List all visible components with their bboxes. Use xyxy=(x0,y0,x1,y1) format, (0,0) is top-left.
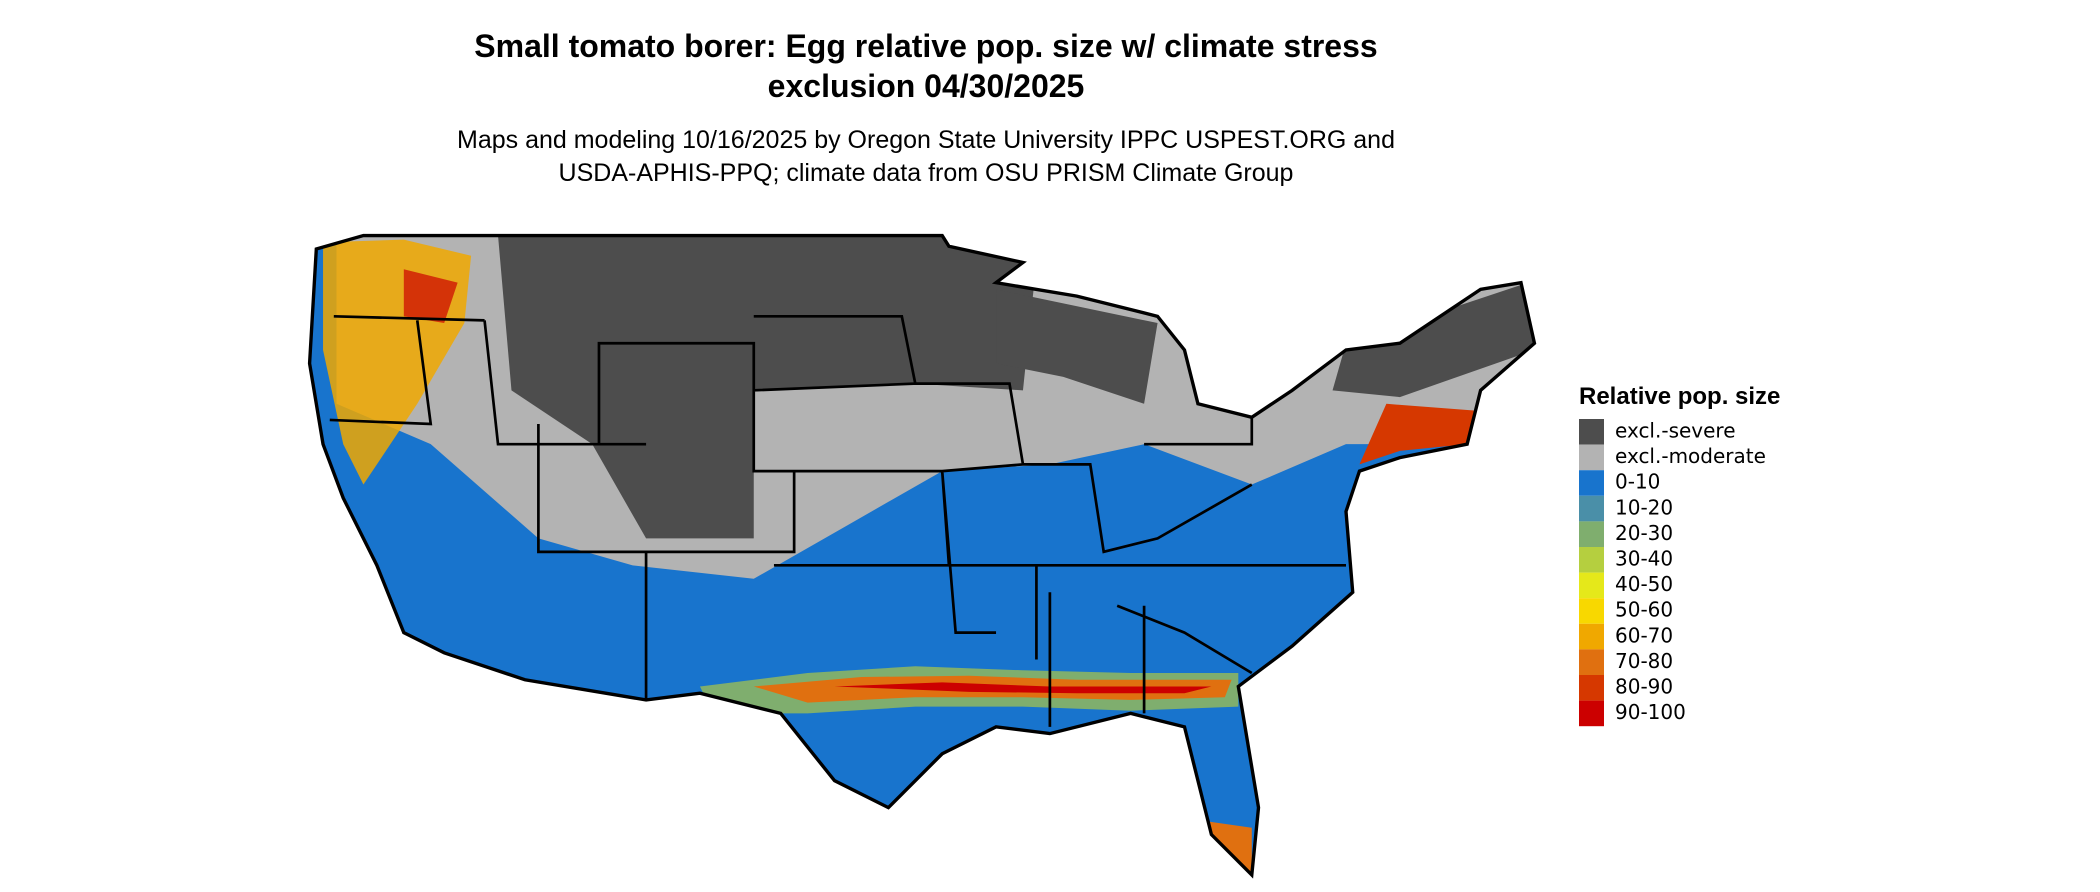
legend-swatch xyxy=(1579,444,1604,471)
us-map xyxy=(307,233,1537,877)
legend-label: 0-10 xyxy=(1615,470,1660,494)
legend-label: 80-90 xyxy=(1615,675,1673,699)
legend-swatch xyxy=(1579,470,1604,496)
title-line: Small tomato borer: Egg relative pop. si… xyxy=(474,28,1377,64)
legend-label: 90-100 xyxy=(1615,700,1686,724)
title-line: exclusion 04/30/2025 xyxy=(768,68,1085,104)
subtitle-line: USDA-APHIS-PPQ; climate data from OSU PR… xyxy=(559,159,1294,187)
legend-swatch xyxy=(1579,649,1604,675)
legend-label: 30-40 xyxy=(1615,547,1673,571)
legend-swatch xyxy=(1579,675,1604,701)
legend-label: 20-30 xyxy=(1615,521,1673,545)
legend-swatch xyxy=(1579,598,1604,624)
legend-label: 70-80 xyxy=(1615,649,1673,673)
legend-swatch xyxy=(1579,700,1604,727)
subtitle-line: Maps and modeling 10/16/2025 by Oregon S… xyxy=(457,126,1395,154)
legend-swatch xyxy=(1579,419,1604,445)
legend-label: 60-70 xyxy=(1615,623,1673,647)
legend-swatch xyxy=(1579,623,1604,650)
legend-label: 10-20 xyxy=(1615,495,1673,519)
legend-swatch xyxy=(1579,495,1604,522)
legend-swatch xyxy=(1579,521,1604,547)
legend-label: 50-60 xyxy=(1615,598,1673,622)
legend-label: excl.-severe xyxy=(1615,419,1736,443)
legend: excl.-severeexcl.-moderate0-1010-2020-30… xyxy=(1579,419,1766,727)
legend-title: Relative pop. size xyxy=(1579,383,1780,410)
legend-swatch xyxy=(1579,547,1604,573)
legend-swatch xyxy=(1579,572,1604,599)
legend-label: excl.-moderate xyxy=(1615,444,1766,468)
legend-label: 40-50 xyxy=(1615,572,1673,596)
